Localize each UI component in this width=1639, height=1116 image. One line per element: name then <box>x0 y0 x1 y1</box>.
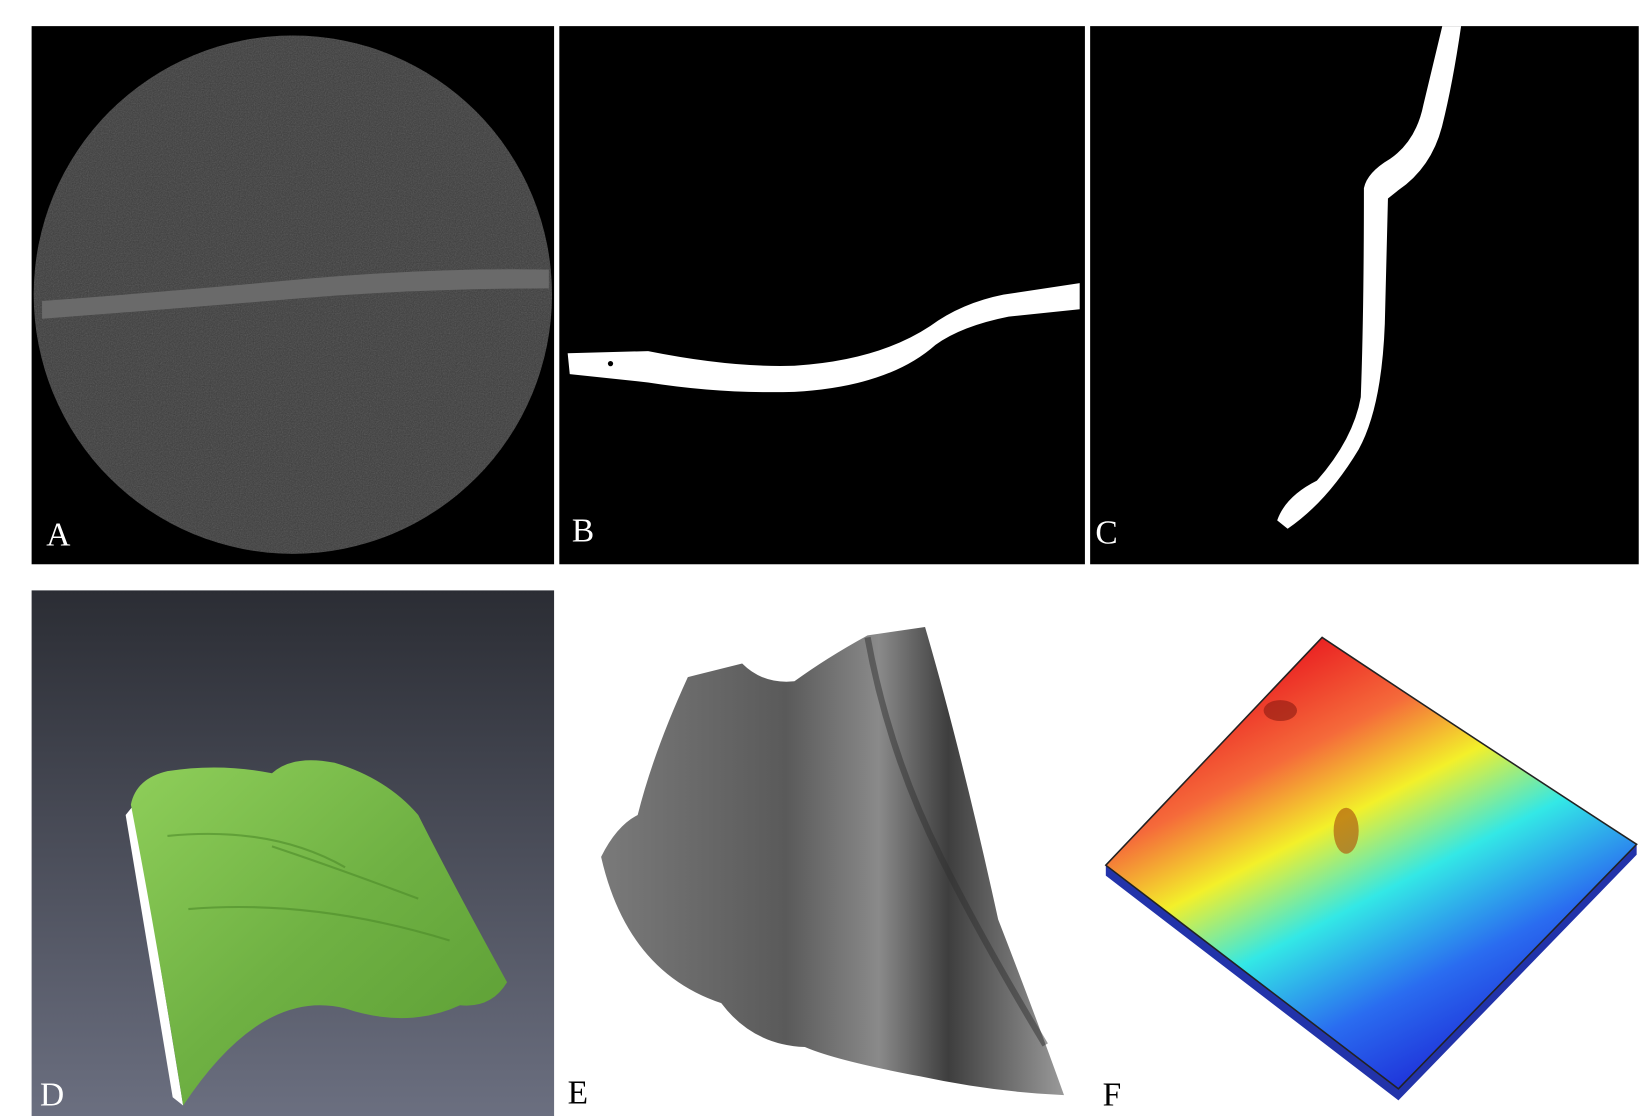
panel-a: A <box>32 26 554 564</box>
panel-label: D <box>40 1077 64 1114</box>
panel-f: F <box>1103 637 1637 1113</box>
figure: A B C D E F <box>0 0 1639 1116</box>
panel-d: D <box>32 590 554 1116</box>
panel-c: C <box>1090 26 1639 564</box>
panel-label: E <box>568 1074 588 1111</box>
panel-b: B <box>559 26 1085 564</box>
page: A B C D E F (() => { const data = JSON.p… <box>0 0 1639 1116</box>
panel-e: E <box>568 627 1064 1111</box>
panel-label: A <box>46 516 70 553</box>
panel-label: C <box>1095 514 1117 551</box>
panel-label: F <box>1103 1077 1122 1114</box>
panel-label: B <box>572 512 594 549</box>
